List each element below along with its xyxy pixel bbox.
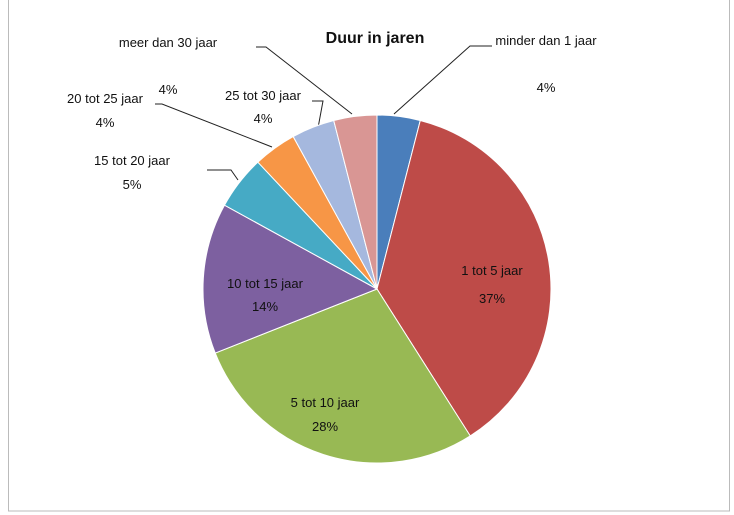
slice-label-name: 15 tot 20 jaar <box>94 153 170 168</box>
leader-line <box>155 103 273 148</box>
pie-slice <box>202 204 379 354</box>
chart-title: Duur in jaren <box>325 30 425 47</box>
slice-label-value: 37% <box>478 291 506 306</box>
leader-lines <box>155 45 492 181</box>
slice-label-name: 10 tot 15 jaar <box>227 276 303 291</box>
leader-line <box>393 45 492 115</box>
slice-label-value: 5% <box>122 177 142 192</box>
leader-line <box>207 169 239 181</box>
slice-label-name: 1 tot 5 jaar <box>461 263 523 278</box>
slice-label-value: 4% <box>95 115 115 130</box>
slice-label-name: 5 tot 10 jaar <box>290 395 360 410</box>
slice-label-name: meer dan 30 jaar <box>118 35 218 50</box>
pie-slice <box>333 114 378 290</box>
leader-line <box>256 46 353 115</box>
slice-label-name: 25 tot 30 jaar <box>225 88 301 103</box>
pie-slice <box>214 288 471 464</box>
slice-label-value: 28% <box>311 419 339 434</box>
slice-label-value: 4% <box>253 111 273 126</box>
leader-line <box>312 100 324 129</box>
chart-border <box>8 0 730 512</box>
slice-label-value: 4% <box>536 80 556 95</box>
slice-label-name: minder dan 1 jaar <box>495 33 597 48</box>
slice-label-name: 20 tot 25 jaar <box>67 91 143 106</box>
slice-label-value: 4% <box>158 82 178 97</box>
slice-label-value: 14% <box>251 299 279 314</box>
